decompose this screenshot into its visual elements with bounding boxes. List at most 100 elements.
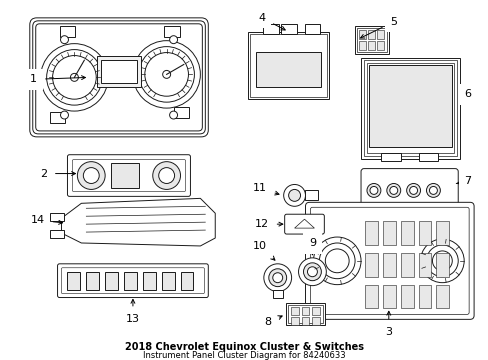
Circle shape [159,168,174,184]
FancyBboxPatch shape [61,268,204,293]
Bar [301,318,309,325]
Circle shape [139,46,194,102]
Bar [367,41,374,50]
Text: 7: 7 [455,176,471,186]
Bar [60,26,75,37]
Bar [366,63,453,153]
Bar [435,285,448,309]
Bar [418,221,430,245]
Bar [382,221,395,245]
Circle shape [325,249,348,273]
FancyBboxPatch shape [36,24,202,131]
Circle shape [61,36,68,44]
Circle shape [264,264,291,292]
Circle shape [386,184,400,197]
Bar [364,253,377,277]
Circle shape [53,55,96,99]
Bar [290,318,298,325]
Polygon shape [61,198,215,246]
Bar [368,66,451,147]
Circle shape [61,111,68,119]
Circle shape [420,239,463,283]
Text: 10: 10 [252,241,274,260]
Circle shape [298,258,325,285]
Bar [418,285,430,309]
Bar [67,272,80,289]
Text: 11: 11 [252,184,279,195]
Bar [86,272,99,289]
Text: 2: 2 [40,168,75,179]
Polygon shape [294,219,314,228]
Bar [255,51,321,87]
Bar [364,285,377,309]
Circle shape [41,44,108,111]
Bar [162,272,174,289]
Bar [180,272,193,289]
Circle shape [70,73,78,81]
FancyBboxPatch shape [33,21,205,134]
Bar [400,285,413,309]
Bar [49,213,63,221]
Bar [304,190,318,200]
Bar [356,28,386,51]
Circle shape [283,184,305,206]
Circle shape [313,237,360,285]
FancyBboxPatch shape [360,168,457,212]
Bar [435,221,448,245]
Circle shape [369,186,377,194]
Circle shape [169,111,177,119]
Circle shape [431,251,451,271]
Text: 3: 3 [385,311,391,337]
Text: 14: 14 [31,215,62,225]
FancyBboxPatch shape [310,207,468,314]
FancyBboxPatch shape [284,214,324,234]
Text: 6: 6 [463,89,471,99]
Text: 2018 Chevrolet Equinox Cluster & Switches: 2018 Chevrolet Equinox Cluster & Switche… [124,342,363,352]
Circle shape [83,168,99,184]
Bar [249,34,326,97]
Circle shape [163,71,170,78]
Circle shape [428,186,436,194]
Bar [105,272,118,289]
Text: 4: 4 [258,13,285,30]
Bar [376,41,383,50]
Circle shape [144,53,188,96]
Bar [97,55,141,87]
Bar [247,32,328,99]
FancyBboxPatch shape [305,202,473,319]
FancyBboxPatch shape [67,155,190,196]
Circle shape [389,186,397,194]
Bar [142,272,155,289]
Bar [290,307,298,315]
Bar [124,272,137,289]
Circle shape [152,162,180,189]
Circle shape [133,41,200,108]
Bar [367,30,374,39]
Bar [354,26,388,54]
Bar [382,253,395,277]
Circle shape [169,36,177,44]
Circle shape [77,162,105,189]
Text: Instrument Panel Cluster Diagram for 84240633: Instrument Panel Cluster Diagram for 842… [142,351,345,360]
Text: 1: 1 [30,75,85,84]
Text: 9: 9 [308,238,315,255]
Bar [272,289,282,297]
Text: 13: 13 [126,300,140,324]
Bar [312,318,320,325]
Bar [418,253,430,277]
Bar [358,30,365,39]
Bar [173,107,189,118]
Circle shape [303,263,321,281]
Bar [304,24,320,34]
Text: 5: 5 [360,17,396,38]
FancyBboxPatch shape [58,264,208,297]
FancyBboxPatch shape [72,160,185,192]
Bar [435,253,448,277]
FancyBboxPatch shape [30,18,208,137]
Bar [360,58,459,159]
Bar [380,153,400,161]
Circle shape [426,184,440,197]
Bar [49,230,63,238]
Bar [49,112,65,123]
Bar [287,306,323,323]
